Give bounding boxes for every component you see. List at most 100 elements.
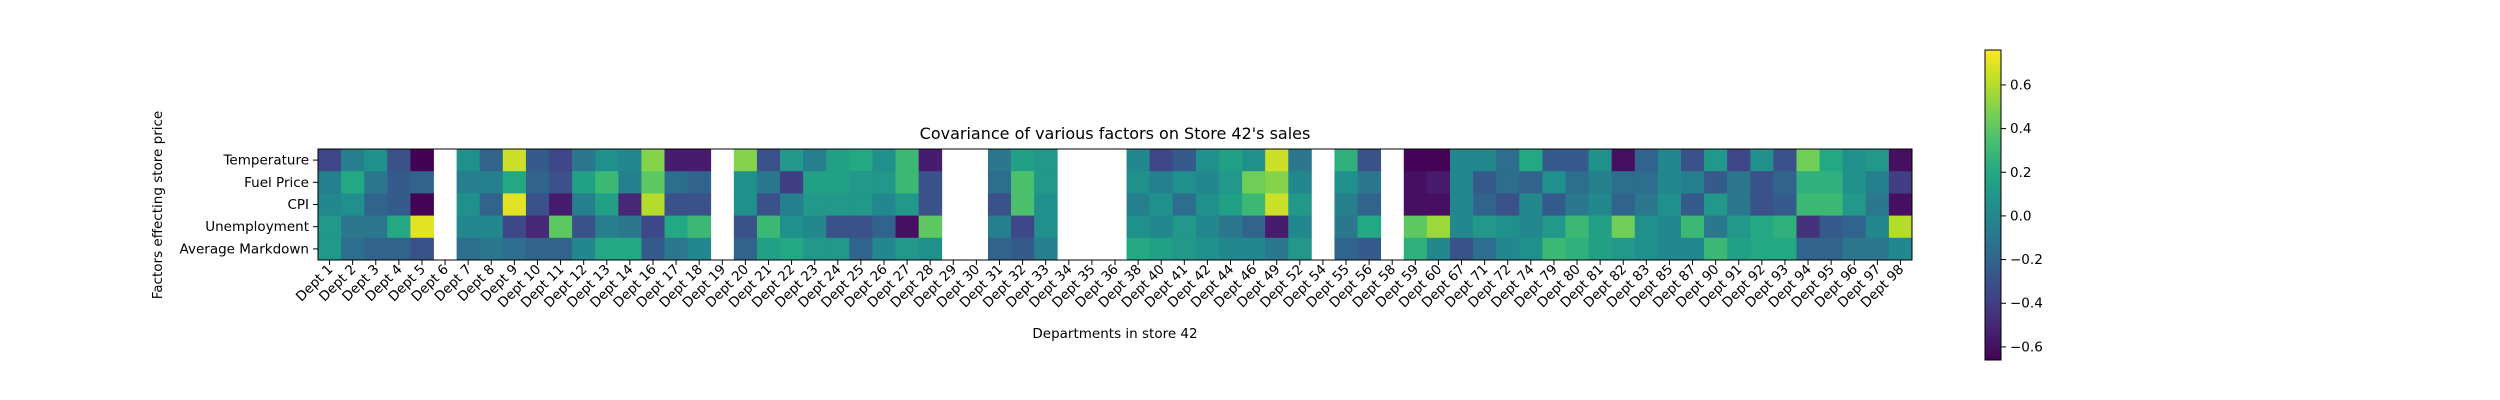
heatmap-cell bbox=[318, 149, 342, 172]
heatmap-cell bbox=[572, 171, 596, 194]
heatmap-cell bbox=[849, 215, 873, 239]
heatmap-cell bbox=[1704, 171, 1728, 194]
heatmap-cell bbox=[1519, 215, 1543, 239]
colorbar-tick-label: −0.6 bbox=[2010, 339, 2043, 355]
heatmap-cell bbox=[918, 215, 943, 239]
heatmap-cell bbox=[1519, 149, 1543, 172]
heatmap-cell bbox=[1611, 237, 1636, 261]
heatmap-cell bbox=[918, 149, 943, 172]
heatmap-cell bbox=[1195, 237, 1220, 261]
heatmap-cell bbox=[1727, 237, 1751, 261]
heatmap-cell bbox=[641, 215, 665, 239]
heatmap-cell bbox=[341, 149, 365, 172]
heatmap-cell bbox=[664, 149, 689, 172]
heatmap-cell bbox=[456, 171, 481, 194]
heatmap-cell bbox=[1819, 193, 1844, 216]
heatmap-cell bbox=[1242, 237, 1266, 261]
heatmap-cell bbox=[1473, 171, 1497, 194]
row-labels: Temperature Fuel Price CPI Unemployment Aver… bbox=[180, 153, 318, 257]
heatmap-cell bbox=[1750, 171, 1774, 194]
heatmap-cell bbox=[1496, 171, 1520, 194]
heatmap-cell bbox=[1611, 171, 1636, 194]
heatmap-cell bbox=[1588, 193, 1613, 216]
heatmap-cell bbox=[826, 149, 850, 172]
heatmap-cell bbox=[1888, 215, 1913, 239]
heatmap-cell bbox=[1357, 149, 1382, 172]
heatmap-cell bbox=[1842, 149, 1867, 172]
heatmap-cell bbox=[387, 193, 411, 216]
heatmap-cell bbox=[387, 171, 411, 194]
heatmap-cell bbox=[1773, 237, 1797, 261]
colorbar-tick-label: 0.0 bbox=[2010, 208, 2031, 224]
heatmap-cell bbox=[733, 237, 758, 261]
heatmap-cell bbox=[987, 237, 1012, 261]
heatmap-cell bbox=[849, 171, 873, 194]
heatmap-cell bbox=[895, 237, 920, 261]
heatmap-cell bbox=[826, 237, 850, 261]
heatmap-cell bbox=[1403, 215, 1428, 239]
heatmap-cell bbox=[1657, 171, 1682, 194]
heatmap-cell bbox=[1680, 149, 1705, 172]
colorbar-tick-label: 0.4 bbox=[2010, 121, 2031, 137]
heatmap-cell bbox=[1842, 171, 1867, 194]
heatmap-cell bbox=[410, 193, 434, 216]
heatmap-cell bbox=[803, 237, 827, 261]
heatmap-cell bbox=[1218, 237, 1243, 261]
heatmap-cell bbox=[1865, 237, 1890, 261]
heatmap-cell bbox=[1865, 193, 1890, 216]
heatmap-cell bbox=[1242, 215, 1266, 239]
heatmap-cell bbox=[1149, 193, 1174, 216]
heatmap-cell bbox=[1288, 149, 1312, 172]
heatmap-cell bbox=[456, 193, 481, 216]
heatmap-cell bbox=[1172, 215, 1197, 239]
heatmap-cell bbox=[1773, 193, 1797, 216]
heatmap-cell bbox=[1888, 237, 1913, 261]
heatmap-cell bbox=[1657, 215, 1682, 239]
heatmap-cell bbox=[1727, 193, 1751, 216]
heatmap-cell bbox=[1011, 237, 1035, 261]
heatmap-cell bbox=[1704, 215, 1728, 239]
heatmap-cell bbox=[1819, 149, 1844, 172]
heatmap-cell bbox=[1565, 171, 1589, 194]
heatmap-cell bbox=[1473, 237, 1497, 261]
heatmap-cell bbox=[1357, 193, 1382, 216]
heatmap-cell bbox=[1611, 215, 1636, 239]
heatmap-cell bbox=[1496, 237, 1520, 261]
heatmap-cell bbox=[1680, 171, 1705, 194]
heatmap-cell bbox=[1449, 237, 1474, 261]
heatmap-cell bbox=[1426, 171, 1451, 194]
heatmap-cell bbox=[1796, 237, 1820, 261]
heatmap-cell bbox=[1634, 149, 1659, 172]
heatmap-cell bbox=[618, 149, 642, 172]
heatmap-cell bbox=[1588, 237, 1613, 261]
heatmap-cell bbox=[1357, 237, 1382, 261]
heatmap-cell bbox=[826, 215, 850, 239]
heatmap-cell bbox=[1542, 149, 1566, 172]
heatmap-cell bbox=[364, 149, 388, 172]
heatmap-cell bbox=[549, 215, 573, 239]
heatmap-cell bbox=[1888, 193, 1913, 216]
heatmap-cell bbox=[1657, 149, 1682, 172]
heatmap-cell bbox=[1149, 215, 1174, 239]
heatmap-cell bbox=[525, 193, 550, 216]
heatmap-cell bbox=[1034, 215, 1058, 239]
heatmap-cell bbox=[1195, 149, 1220, 172]
heatmap-cell bbox=[756, 193, 781, 216]
heatmap-cell bbox=[1796, 149, 1820, 172]
heatmap-cell bbox=[918, 171, 943, 194]
heatmap-cell bbox=[1195, 215, 1220, 239]
colorbar-ticks: −0.6 −0.4 −0.2 0.0 0.2 0.4 0.6 bbox=[2001, 77, 2043, 355]
heatmap-cell bbox=[1403, 193, 1428, 216]
heatmap-cell bbox=[1542, 193, 1566, 216]
heatmap-cell bbox=[479, 215, 504, 239]
heatmap-cell bbox=[364, 215, 388, 239]
heatmap-cell bbox=[1334, 193, 1358, 216]
heatmap-cell bbox=[780, 149, 804, 172]
heatmap-cell bbox=[1242, 149, 1266, 172]
heatmap-cell bbox=[733, 215, 758, 239]
heatmap-cell bbox=[595, 237, 619, 261]
heatmap-cell bbox=[1680, 237, 1705, 261]
heatmap-cell bbox=[572, 215, 596, 239]
heatmap-cell bbox=[756, 171, 781, 194]
